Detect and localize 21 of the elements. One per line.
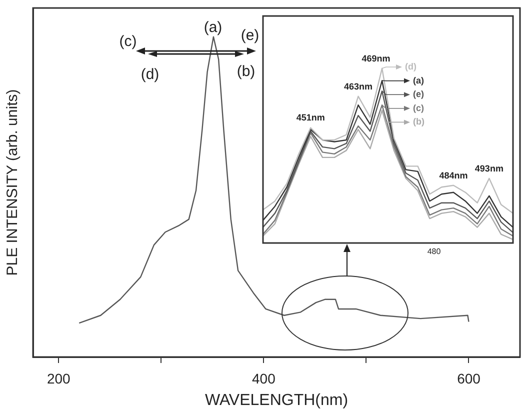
annotation: 451nm <box>296 112 325 123</box>
legend-label: (d) <box>405 61 416 72</box>
annotation: 469nm <box>362 53 390 64</box>
annotation: 463nm <box>344 81 373 92</box>
annotation: 480 <box>427 247 442 256</box>
annotation: 493nm <box>474 163 504 174</box>
annotation: 484nm <box>439 170 468 180</box>
x-tick-label: 600 <box>457 370 481 386</box>
annotation: (b) <box>236 63 256 80</box>
x-tick-label: 400 <box>252 370 276 386</box>
annotation: (c) <box>119 33 137 50</box>
x-tick-label: 200 <box>46 370 71 386</box>
y-axis-title: PLE INTENSITY (arb. units) <box>4 89 22 276</box>
text: (a) <box>204 19 222 36</box>
annotation: (d) <box>140 66 160 84</box>
legend-label: (e) <box>413 89 424 100</box>
legend-label: (a) <box>413 75 424 86</box>
annotation: (e) <box>240 27 260 44</box>
legend-label: (c) <box>413 102 424 113</box>
legend-label: (b) <box>413 116 424 127</box>
x-axis-title: WAVELENGTH(nm) <box>204 392 348 409</box>
